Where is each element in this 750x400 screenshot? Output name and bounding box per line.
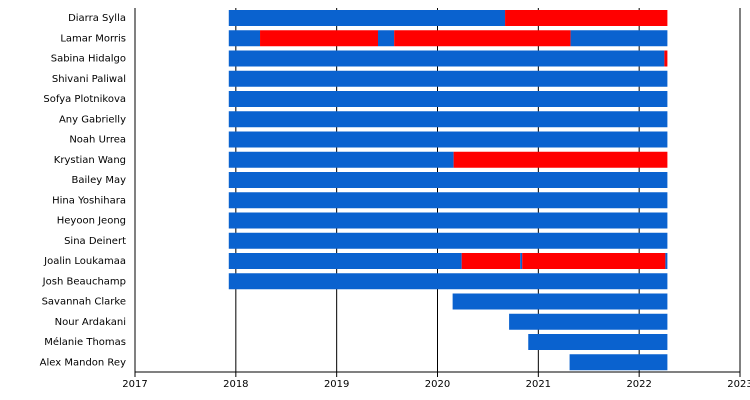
segment bbox=[570, 30, 668, 47]
segment bbox=[378, 30, 395, 47]
row-label: Noah Urrea bbox=[69, 135, 126, 146]
segment bbox=[228, 70, 668, 87]
row-label: Hina Yoshihara bbox=[52, 195, 126, 206]
x-tick-label: 2023 bbox=[727, 379, 750, 390]
segment bbox=[520, 253, 523, 269]
segment bbox=[228, 151, 454, 168]
segment bbox=[452, 293, 668, 310]
segment bbox=[453, 151, 668, 168]
segment bbox=[228, 212, 668, 229]
segment bbox=[228, 273, 668, 290]
segment bbox=[569, 354, 668, 371]
x-tick-label: 2021 bbox=[526, 379, 551, 390]
segment bbox=[228, 192, 668, 209]
row-label: Josh Beauchamp bbox=[42, 276, 126, 287]
segment bbox=[664, 50, 668, 67]
row-label: Sofya Plotnikova bbox=[43, 94, 126, 105]
row-label: Any Gabrielly bbox=[59, 114, 126, 125]
segment bbox=[228, 111, 668, 128]
row-label: Sabina Hidalgo bbox=[51, 54, 126, 65]
segment bbox=[394, 30, 571, 47]
x-tick-label: 2020 bbox=[425, 379, 450, 390]
row-label: Savannah Clarke bbox=[42, 297, 126, 308]
x-tick-label: 2017 bbox=[122, 379, 147, 390]
segment bbox=[228, 10, 506, 26]
row-label: Lamar Morris bbox=[60, 33, 126, 44]
segment bbox=[228, 253, 462, 269]
segment bbox=[665, 253, 668, 269]
segment bbox=[522, 253, 666, 269]
segment bbox=[228, 91, 668, 107]
segment bbox=[509, 313, 668, 330]
x-tick-label: 2019 bbox=[324, 379, 349, 390]
segment bbox=[228, 50, 665, 67]
segment bbox=[528, 334, 668, 350]
segment bbox=[228, 232, 668, 249]
segment bbox=[505, 10, 668, 26]
row-label: Heyoon Jeong bbox=[57, 216, 126, 227]
x-tick-label: 2018 bbox=[223, 379, 248, 390]
row-label: Krystian Wang bbox=[54, 155, 126, 166]
row-label: Shivani Paliwal bbox=[52, 74, 126, 85]
row-label: Bailey May bbox=[72, 175, 127, 186]
segment bbox=[228, 172, 668, 188]
segment bbox=[228, 131, 668, 148]
row-label: Diarra Sylla bbox=[68, 13, 126, 24]
segment bbox=[228, 30, 261, 47]
row-label: Alex Mandon Rey bbox=[40, 357, 126, 368]
row-label: Joalin Loukamaa bbox=[43, 256, 126, 267]
x-tick-label: 2022 bbox=[626, 379, 651, 390]
segment bbox=[461, 253, 521, 269]
row-label: Nour Ardakani bbox=[55, 317, 126, 328]
segment bbox=[260, 30, 379, 47]
row-label: Mélanie Thomas bbox=[44, 336, 126, 348]
row-label: Sina Deinert bbox=[64, 236, 126, 247]
